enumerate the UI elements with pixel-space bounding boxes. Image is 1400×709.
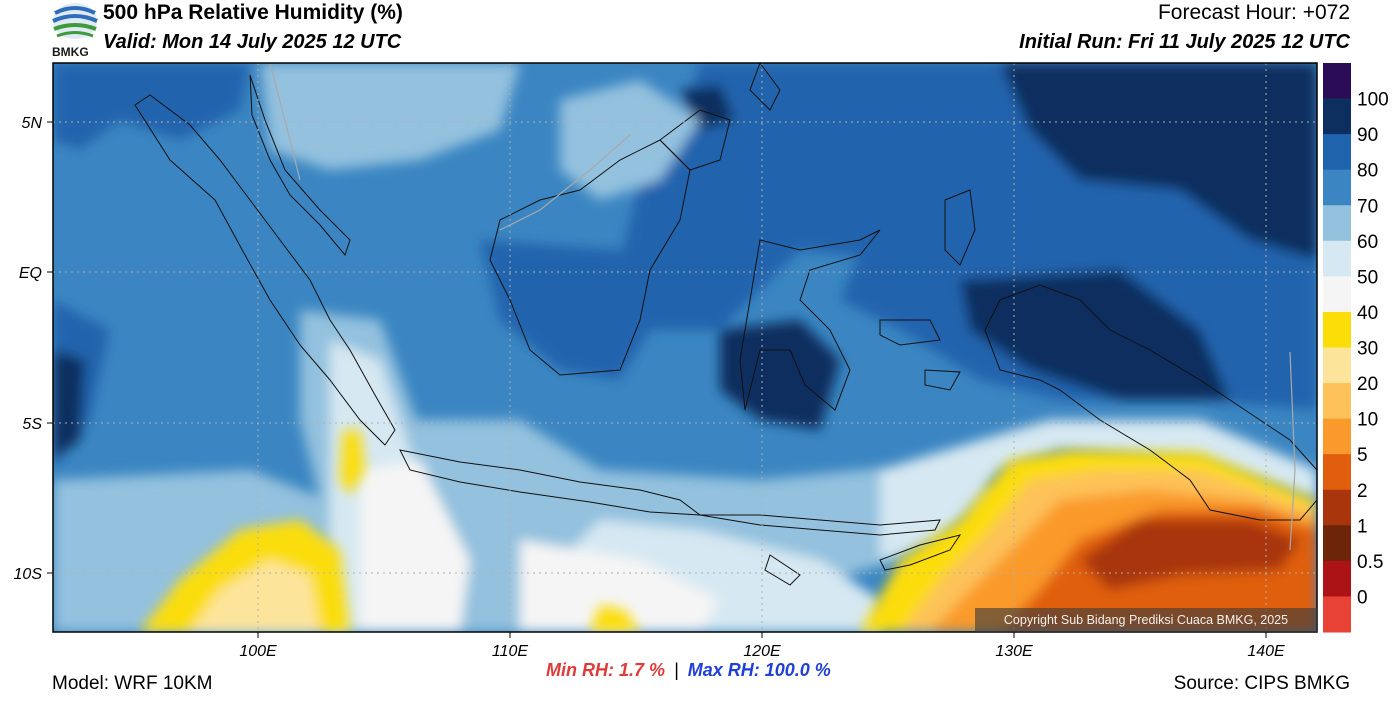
lon-label: 130E: [995, 643, 1033, 660]
map-title: 500 hPa Relative Humidity (%): [103, 1, 403, 24]
borders: [269, 63, 1296, 551]
legend-swatch: [1323, 347, 1351, 384]
lat-label: 5S: [22, 416, 42, 433]
coastlines: [134, 63, 1317, 586]
max-rh: Max RH: 100.0 %: [687, 660, 831, 680]
legend-labels: 100 90 80 70 60 50 40 30 20 10 5 2 1 0.5 0: [1357, 90, 1389, 609]
legend-label: 80: [1357, 161, 1378, 182]
legend-swatch: [1323, 596, 1351, 633]
legend-swatch: [1323, 489, 1351, 526]
legend-colorbar: [1323, 63, 1351, 633]
legend-swatch: [1323, 169, 1351, 206]
legend-label: 60: [1357, 232, 1378, 253]
legend-label: 40: [1357, 303, 1378, 324]
gridlines: [53, 63, 1317, 632]
lat-label: EQ: [19, 265, 42, 282]
legend-label: 100: [1357, 90, 1389, 111]
map-frame: [52, 62, 1318, 633]
copyright-notice: Copyright Sub Bidang Prediksi Cuaca BMKG…: [975, 608, 1317, 632]
lon-label: 120E: [743, 643, 781, 660]
legend-swatch: [1323, 134, 1351, 171]
legend-label: 0: [1357, 587, 1368, 608]
lon-label: 140E: [1247, 643, 1285, 660]
lat-label: 5N: [22, 115, 43, 132]
forecast-hour: Forecast Hour: +072: [1157, 1, 1350, 24]
legend-swatch: [1323, 383, 1351, 420]
legend-swatch: [1323, 454, 1351, 491]
valid-time: Valid: Mon 14 July 2025 12 UTC: [103, 31, 402, 53]
legend-swatch: [1323, 311, 1351, 348]
logo-text: BMKG: [52, 45, 89, 59]
data-source: Source: CIPS BMKG: [1173, 673, 1350, 694]
legend-label: 2: [1357, 481, 1368, 502]
legend-swatch: [1323, 418, 1351, 455]
initial-run: Initial Run: Fri 11 July 2025 12 UTC: [1019, 31, 1350, 53]
legend-swatch: [1323, 525, 1351, 562]
stats-separator: |: [674, 660, 679, 680]
legend-swatch: [1323, 276, 1351, 313]
min-rh: Min RH: 1.7 %: [546, 660, 666, 680]
legend-swatch: [1323, 98, 1351, 135]
legend-label: 5: [1357, 445, 1368, 466]
legend-label: 90: [1357, 125, 1378, 146]
legend-label: 20: [1357, 374, 1378, 395]
model-name: Model: WRF 10KM: [52, 673, 213, 694]
legend-label: 10: [1357, 410, 1378, 431]
legend-label: 70: [1357, 196, 1378, 217]
legend-swatch: [1323, 205, 1351, 242]
lon-label: 100E: [239, 643, 277, 660]
legend-swatch: [1323, 240, 1351, 277]
humidity-field: [53, 63, 1317, 632]
legend-label: 0.5: [1357, 552, 1383, 573]
bmkg-logo-icon: [52, 3, 98, 39]
rh-stats: Min RH: 1.7 % | Max RH: 100.0 %: [546, 660, 831, 681]
legend-label: 30: [1357, 339, 1378, 360]
legend-label: 50: [1357, 267, 1378, 288]
lat-label: 10S: [14, 566, 43, 583]
lon-label: 110E: [492, 643, 529, 660]
legend-label: 1: [1357, 516, 1368, 537]
legend-swatch: [1323, 63, 1351, 100]
legend-swatch: [1323, 560, 1351, 597]
